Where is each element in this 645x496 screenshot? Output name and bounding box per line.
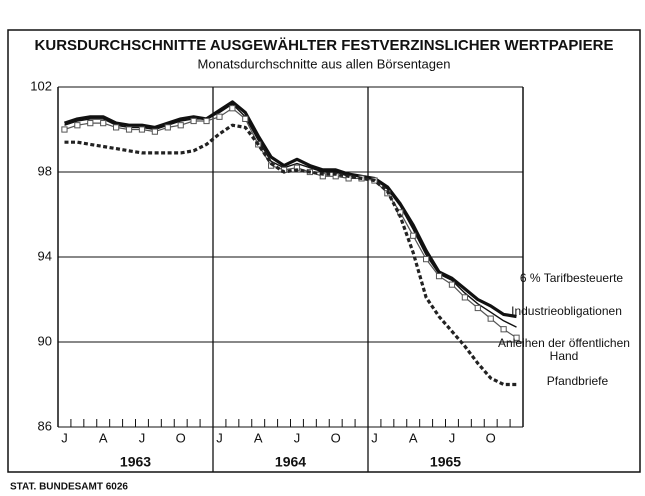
series-marker: [487, 315, 494, 322]
series-marker: [513, 334, 520, 341]
series-marker: [229, 105, 236, 112]
x-tick-label: A: [409, 430, 418, 445]
series-marker: [448, 281, 456, 288]
series-marker: [410, 232, 417, 239]
year-label: 1964: [275, 454, 306, 470]
frame: [7, 29, 641, 473]
year-label: 1965: [430, 454, 461, 470]
series-marker: [177, 122, 184, 129]
series-marker: [435, 273, 443, 280]
series-line: [64, 103, 517, 328]
series-line: [64, 100, 517, 319]
series-marker: [125, 126, 133, 133]
series-label: 6 % Tarifbesteuerte: [519, 271, 624, 285]
series-marker: [216, 113, 223, 120]
x-tick-label: A: [254, 430, 263, 445]
series-marker: [151, 128, 158, 135]
series-marker: [500, 326, 507, 333]
x-tick-label: J: [449, 430, 456, 445]
chart-title: KURSDURCHSCHNITTE AUSGEWÄHLTER FESTVERZI…: [35, 37, 614, 54]
series-marker: [74, 122, 81, 129]
series-marker: [474, 304, 481, 312]
series-marker: [100, 120, 107, 127]
series-marker: [242, 115, 249, 122]
series-label: Pfandbriefe: [546, 374, 609, 388]
y-tick-label: 90: [38, 333, 52, 348]
series-marker: [113, 124, 120, 131]
x-tick-label: J: [216, 430, 223, 445]
series-marker: [164, 124, 171, 131]
x-tick-label: J: [294, 430, 301, 445]
series-marker: [138, 126, 146, 133]
series-label: Anleihen der öffentlichen Hand: [498, 336, 630, 363]
y-tick-label: 86: [38, 418, 52, 433]
series-marker: [87, 120, 94, 127]
year-label: 1963: [120, 454, 151, 470]
series-marker: [203, 117, 210, 125]
series-line: [64, 107, 517, 339]
x-tick-label: J: [139, 430, 146, 445]
x-tick-label: J: [371, 430, 378, 445]
series-line: [64, 123, 517, 387]
series-marker: [461, 294, 468, 301]
x-tick-label: O: [486, 430, 496, 445]
series-marker: [190, 117, 197, 125]
series-marker: [61, 126, 68, 133]
x-tick-label: O: [176, 430, 186, 445]
x-tick-label: O: [331, 430, 341, 445]
chart-subtitle: Monatsdurchschnitte aus allen Börsentage…: [198, 56, 451, 71]
x-tick-label: A: [99, 430, 108, 445]
series-label: Industrieobligationen: [511, 304, 622, 318]
y-tick-label: 102: [30, 78, 52, 93]
source: STAT. BUNDESAMT 6026: [10, 482, 128, 493]
y-tick-label: 94: [38, 248, 52, 263]
y-tick-label: 98: [38, 163, 52, 178]
x-tick-label: J: [61, 430, 68, 445]
series-marker: [423, 256, 430, 263]
